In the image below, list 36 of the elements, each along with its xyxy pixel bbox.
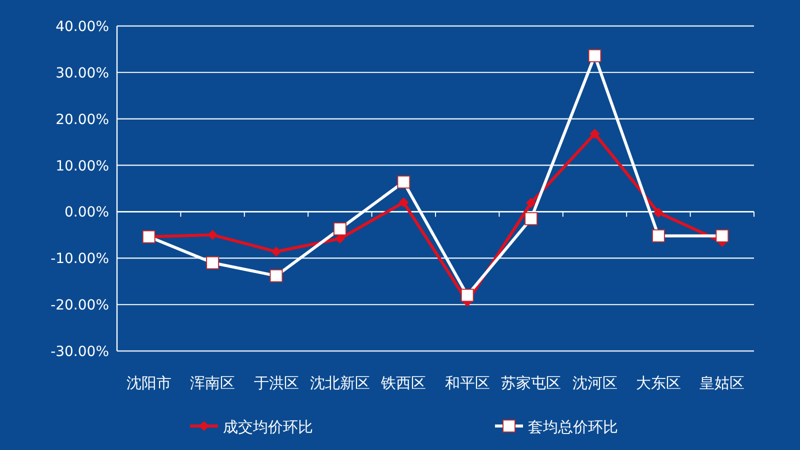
y-tick-label: 20.00% — [56, 112, 109, 128]
legend-label: 成交均价环比 — [223, 418, 313, 436]
point — [270, 269, 283, 282]
point — [206, 256, 220, 270]
x-tick-label: 于洪区 — [254, 374, 299, 392]
point — [398, 197, 409, 208]
legend-label: 套均总价环比 — [528, 418, 618, 436]
point — [590, 128, 600, 139]
x-tick-label: 沈阳市 — [126, 374, 172, 392]
point — [208, 230, 218, 240]
x-tick-label: 和平区 — [444, 374, 490, 392]
point — [333, 222, 346, 236]
y-tick-label: 0.00% — [64, 204, 109, 221]
point — [334, 234, 345, 244]
point — [524, 212, 538, 226]
y-tick-label: 30.00% — [56, 65, 109, 82]
x-tick-label: 浑南区 — [190, 374, 236, 392]
point — [653, 208, 664, 218]
point — [526, 198, 536, 208]
y-tick-label: -30.00% — [50, 344, 109, 360]
y-tick-label: -10.00% — [50, 251, 109, 268]
point — [460, 288, 474, 302]
x-tick-label: 苏家屯区 — [501, 374, 562, 392]
x-tick-label: 沈河区 — [572, 374, 618, 392]
x-tick-label: 皇姑区 — [700, 374, 745, 392]
x-tick-label: 大东区 — [636, 374, 681, 392]
x-tick-label: 沈北新区 — [310, 374, 370, 392]
y-tick-label: 40.00% — [56, 19, 109, 35]
point — [716, 229, 729, 242]
point — [271, 246, 282, 257]
point — [397, 176, 410, 188]
point — [588, 49, 602, 62]
x-tick-label: 铁西区 — [380, 374, 426, 392]
y-tick-label: 10.00% — [56, 158, 109, 174]
y-tick-label: -20.00% — [50, 298, 109, 314]
point — [652, 229, 665, 242]
